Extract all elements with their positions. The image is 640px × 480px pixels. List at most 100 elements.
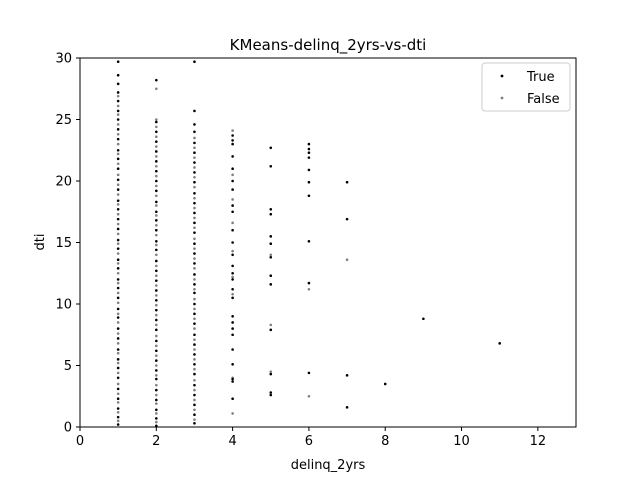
point-false xyxy=(116,371,120,375)
point-false xyxy=(116,183,120,186)
point-true xyxy=(116,148,120,152)
point-true xyxy=(269,242,273,246)
x-tick-label: 0 xyxy=(76,434,84,449)
point-true xyxy=(269,212,273,216)
point-true xyxy=(231,139,234,142)
point-false xyxy=(155,412,158,415)
point-true xyxy=(155,228,158,232)
point-true xyxy=(193,383,196,387)
point-true xyxy=(116,73,120,77)
point-true xyxy=(193,130,196,134)
point-true xyxy=(116,376,120,380)
point-false xyxy=(155,274,158,278)
point-false xyxy=(155,145,158,148)
point-false xyxy=(116,162,120,166)
legend: True False xyxy=(481,62,571,112)
point-true xyxy=(231,210,234,214)
y-tick-label: 5 xyxy=(64,359,72,374)
point-false xyxy=(155,393,158,397)
point-true xyxy=(193,201,196,205)
point-false xyxy=(116,94,120,98)
point-true xyxy=(193,283,196,286)
legend-label-true: True xyxy=(526,70,555,85)
point-true xyxy=(231,241,234,244)
point-true xyxy=(116,316,120,319)
point-false xyxy=(193,317,196,321)
point-true xyxy=(116,407,120,410)
point-true xyxy=(116,157,120,161)
point-false xyxy=(155,184,158,188)
point-false xyxy=(155,354,158,357)
point-true xyxy=(116,82,120,86)
point-false xyxy=(231,129,234,132)
point-false xyxy=(269,253,273,257)
point-false xyxy=(155,174,158,178)
point-true xyxy=(498,342,501,345)
point-true xyxy=(231,321,234,324)
point-true xyxy=(116,366,120,370)
point-false xyxy=(231,412,234,415)
point-true xyxy=(155,78,158,82)
point-true xyxy=(116,137,120,141)
point-true xyxy=(116,238,120,242)
point-true xyxy=(193,211,196,215)
point-true xyxy=(193,343,196,346)
point-true xyxy=(193,192,196,195)
point-false xyxy=(193,327,196,330)
point-true xyxy=(193,262,196,265)
point-true xyxy=(155,130,158,134)
point-true xyxy=(155,299,158,302)
legend-box xyxy=(481,62,571,112)
point-true xyxy=(116,296,120,300)
point-true xyxy=(231,204,234,207)
point-false xyxy=(193,136,196,140)
point-true xyxy=(155,408,158,412)
point-true xyxy=(193,109,196,113)
point-true xyxy=(231,264,234,268)
point-true xyxy=(307,371,311,375)
point-true xyxy=(193,403,196,407)
point-true xyxy=(307,168,311,172)
y-tick-label: 0 xyxy=(64,421,72,436)
point-true xyxy=(116,397,120,401)
point-false xyxy=(193,156,196,159)
point-true xyxy=(116,178,120,182)
point-true xyxy=(231,134,234,137)
point-true xyxy=(116,91,120,94)
x-tick-label: 6 xyxy=(305,434,313,449)
x-axis-ticks: 0 2 4 6 8 10 12 xyxy=(76,427,546,449)
point-true xyxy=(155,150,158,153)
point-true xyxy=(116,286,120,290)
point-false xyxy=(116,281,120,285)
point-true xyxy=(155,424,158,428)
point-false xyxy=(155,323,158,327)
point-false xyxy=(155,223,158,227)
point-true xyxy=(345,217,349,221)
point-true xyxy=(307,180,311,184)
point-true xyxy=(383,382,387,386)
point-true xyxy=(307,151,311,155)
point-false xyxy=(116,342,120,345)
point-false xyxy=(193,307,196,311)
point-true xyxy=(116,307,120,311)
point-true xyxy=(116,423,120,426)
chart-title: KMeans-delinq_2yrs-vs-dti xyxy=(230,36,427,55)
point-false xyxy=(116,173,120,177)
point-false xyxy=(155,243,158,247)
point-true xyxy=(193,302,196,306)
point-true xyxy=(231,142,234,146)
point-true xyxy=(116,188,120,191)
point-true xyxy=(193,362,196,366)
point-false xyxy=(231,249,234,253)
point-true xyxy=(155,289,158,292)
point-true xyxy=(269,283,273,286)
point-true xyxy=(269,146,273,150)
point-false xyxy=(193,196,196,200)
point-false xyxy=(155,364,158,367)
point-true xyxy=(269,393,273,397)
point-true xyxy=(231,278,234,281)
point-false xyxy=(345,258,349,262)
point-true xyxy=(155,169,158,173)
point-false xyxy=(116,104,120,108)
point-false xyxy=(155,233,158,237)
